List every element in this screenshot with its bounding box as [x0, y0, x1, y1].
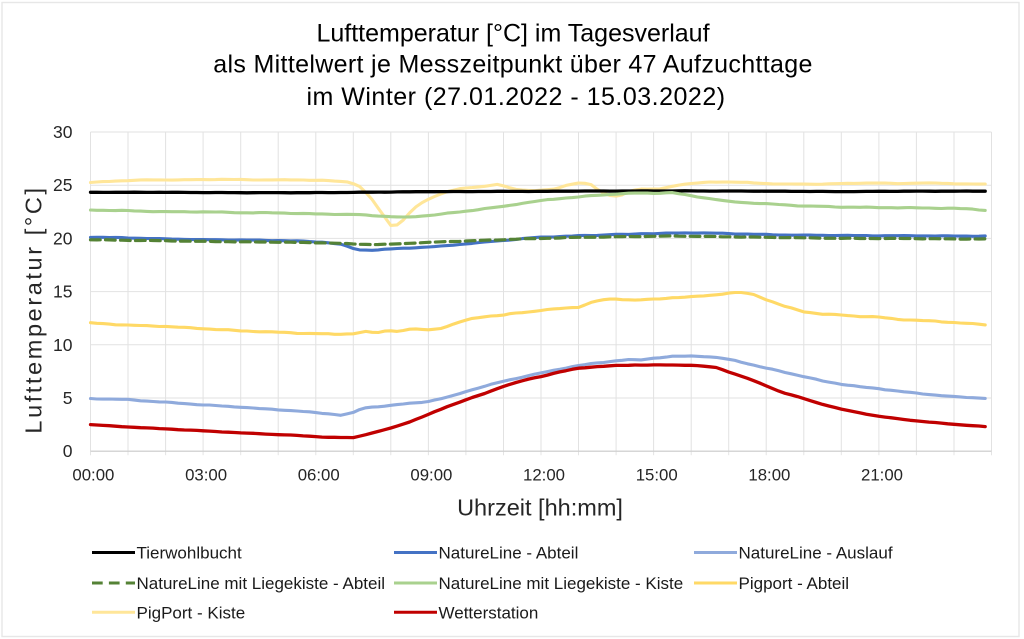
- svg-text:12:00: 12:00: [523, 466, 565, 485]
- svg-text:30: 30: [53, 122, 73, 142]
- svg-text:NatureLine mit Liegekiste - Ki: NatureLine mit Liegekiste - Kiste: [439, 574, 684, 593]
- svg-text:im Winter (27.01.2022 - 15.03.: im Winter (27.01.2022 - 15.03.2022): [306, 83, 725, 111]
- svg-text:als Mittelwert je Messzeitpunk: als Mittelwert je Messzeitpunkt über 47 …: [213, 51, 812, 79]
- svg-text:Uhrzeit [hh:mm]: Uhrzeit [hh:mm]: [457, 495, 623, 521]
- svg-text:09:00: 09:00: [410, 466, 452, 485]
- svg-text:03:00: 03:00: [185, 466, 227, 485]
- svg-text:NatureLine mit Liegekiste - Ab: NatureLine mit Liegekiste - Abteil: [137, 574, 386, 593]
- svg-text:PigPort - Kiste: PigPort - Kiste: [137, 603, 246, 622]
- svg-text:25: 25: [53, 175, 72, 195]
- svg-text:5: 5: [63, 388, 73, 408]
- svg-text:20: 20: [53, 228, 73, 248]
- svg-text:15:00: 15:00: [636, 466, 678, 485]
- svg-text:06:00: 06:00: [298, 466, 340, 485]
- svg-text:21:00: 21:00: [861, 466, 903, 485]
- svg-text:00:00: 00:00: [72, 466, 114, 485]
- svg-text:15: 15: [53, 282, 72, 302]
- svg-text:NatureLine - Abteil: NatureLine - Abteil: [439, 544, 579, 563]
- svg-text:Wetterstation: Wetterstation: [439, 603, 539, 622]
- svg-text:Pigport - Abteil: Pigport - Abteil: [739, 574, 850, 593]
- svg-text:10: 10: [53, 335, 73, 355]
- svg-text:18:00: 18:00: [748, 466, 790, 485]
- svg-text:Lufttemperatur [°C] im Tagesve: Lufttemperatur [°C] im Tagesverlauf: [316, 20, 709, 48]
- svg-text:NatureLine - Auslauf: NatureLine - Auslauf: [739, 544, 893, 563]
- svg-text:Lufttemperatur [°C]: Lufttemperatur [°C]: [21, 185, 47, 433]
- svg-text:0: 0: [63, 441, 73, 461]
- svg-text:Tierwohlbucht: Tierwohlbucht: [137, 544, 242, 563]
